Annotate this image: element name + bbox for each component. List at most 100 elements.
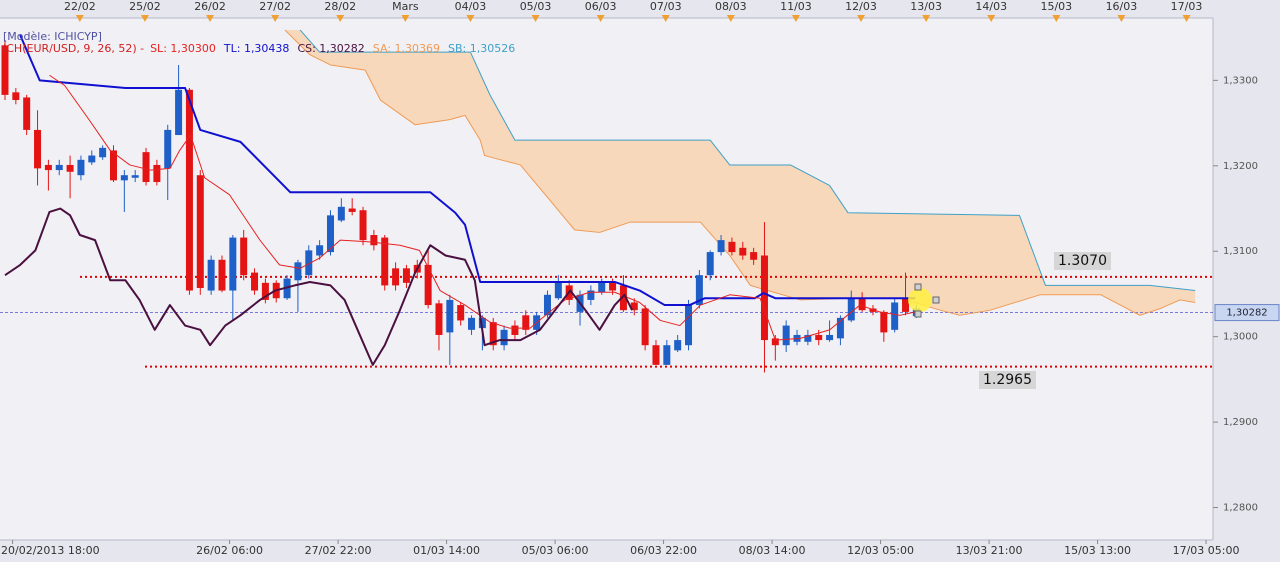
candle-body (142, 152, 150, 183)
x-top-tick (987, 15, 996, 22)
candle-body (337, 206, 345, 221)
candle-body (543, 294, 551, 316)
candle-body (44, 164, 52, 171)
x-top-tick (401, 15, 410, 22)
candle-body (500, 329, 508, 346)
candle-body (489, 322, 497, 346)
candle-body (359, 210, 367, 241)
x-tick-label: 06/03 22:00 (630, 544, 697, 557)
x-tick-label: 26/02 06:00 (196, 544, 263, 557)
candle-body (468, 317, 476, 330)
candle-body (858, 298, 866, 311)
candle-body (695, 275, 703, 306)
y-tick-label: 1,2900 (1223, 417, 1258, 428)
y-tick-label: 1,3200 (1223, 161, 1258, 172)
x-tick-label: 15/03 13:00 (1064, 544, 1131, 557)
x-top-tick (726, 15, 735, 22)
candle-body (196, 175, 204, 288)
last-price-label: 1,30282 (1226, 308, 1267, 319)
candle-body (804, 334, 812, 342)
x-top-tick (1052, 15, 1061, 22)
candle-body (511, 325, 519, 335)
candle-body (131, 175, 139, 178)
x-top-tick (140, 15, 149, 22)
legend-title: [Modèle: ICHICYP] (3, 30, 102, 43)
x-top-tick-label: 06/03 (585, 0, 617, 13)
candle-body (435, 303, 443, 335)
candle-body (240, 237, 248, 276)
x-top-tick-label: 16/03 (1106, 0, 1138, 13)
candle-body (836, 317, 844, 339)
candle-body (598, 281, 606, 293)
x-top-tick-label: 15/03 (1040, 0, 1072, 13)
candle-body (120, 175, 128, 181)
legend-indicator: ICH(EUR/USD, 9, 26, 52) - (3, 42, 144, 55)
candle-body (652, 345, 660, 365)
candle-body (88, 155, 96, 163)
candle-body (619, 285, 627, 311)
handle (914, 283, 922, 291)
cloud (284, 29, 1196, 316)
x-top-tick (791, 15, 800, 22)
level-label: 1.2965 (983, 372, 1032, 388)
candle-body (207, 259, 215, 291)
series-line (4, 207, 634, 366)
y-tick-label: 1,3100 (1223, 246, 1258, 257)
x-top-tick-label: 08/03 (715, 0, 747, 13)
x-tick-label: 27/02 22:00 (305, 544, 372, 557)
series-line (284, 29, 1196, 316)
handle (914, 310, 922, 318)
x-tick-label: 01/03 14:00 (413, 544, 480, 557)
legend-entry: SL: 1,30300 (150, 42, 216, 55)
candle-body (305, 250, 313, 276)
x-top-tick-label: 05/03 (520, 0, 552, 13)
candle-body (1, 45, 9, 95)
x-top-tick (75, 15, 84, 22)
candle-body (587, 290, 595, 300)
level-label-box (1054, 252, 1111, 270)
x-top-tick (466, 15, 475, 22)
candle-body (218, 259, 226, 291)
candle-body (663, 345, 671, 365)
x-top-tick-label: 17/03 (1171, 0, 1203, 13)
candle-body (251, 272, 259, 291)
candle-body (457, 305, 465, 321)
plot-layer: 1.3070 1.2965 (0, 29, 1213, 389)
candle-body (760, 255, 768, 341)
x-top-tick-label: 14/03 (975, 0, 1007, 13)
candle-body (109, 150, 117, 181)
handle (932, 296, 940, 304)
x-top-tick-label: Mars (392, 0, 419, 13)
x-top-tick-label: 26/02 (194, 0, 226, 13)
candle-body (12, 92, 20, 101)
candle-body (728, 241, 736, 253)
candle-body (880, 311, 888, 333)
candle-body (370, 235, 378, 246)
candle-body (392, 268, 400, 286)
candle-body (685, 305, 693, 346)
candle-body (348, 208, 356, 212)
candle-body (23, 97, 31, 130)
y-tick-label: 1,3000 (1223, 332, 1258, 343)
x-top-tick (922, 15, 931, 22)
series-line (19, 34, 916, 307)
y-tick-label: 1,2800 (1223, 503, 1258, 514)
y-tick-label: 1,3300 (1223, 75, 1258, 86)
candle-body (706, 252, 714, 276)
candle-body (185, 89, 193, 291)
cursor-marker (908, 283, 940, 318)
x-top-tick-label: 22/02 (64, 0, 96, 13)
cursor-circle (908, 288, 932, 312)
x-top-tick (206, 15, 215, 22)
x-top-tick-label: 28/02 (324, 0, 356, 13)
x-tick-label: 05/03 06:00 (522, 544, 589, 557)
candle-body (294, 262, 302, 281)
candle-body (153, 164, 161, 183)
candle-body (674, 340, 682, 351)
candle-body (891, 302, 899, 330)
series-line (49, 74, 916, 341)
x-top-tick (1182, 15, 1191, 22)
x-top-tick (661, 15, 670, 22)
candle-body (750, 252, 758, 260)
x-top-tick-label: 27/02 (259, 0, 291, 13)
